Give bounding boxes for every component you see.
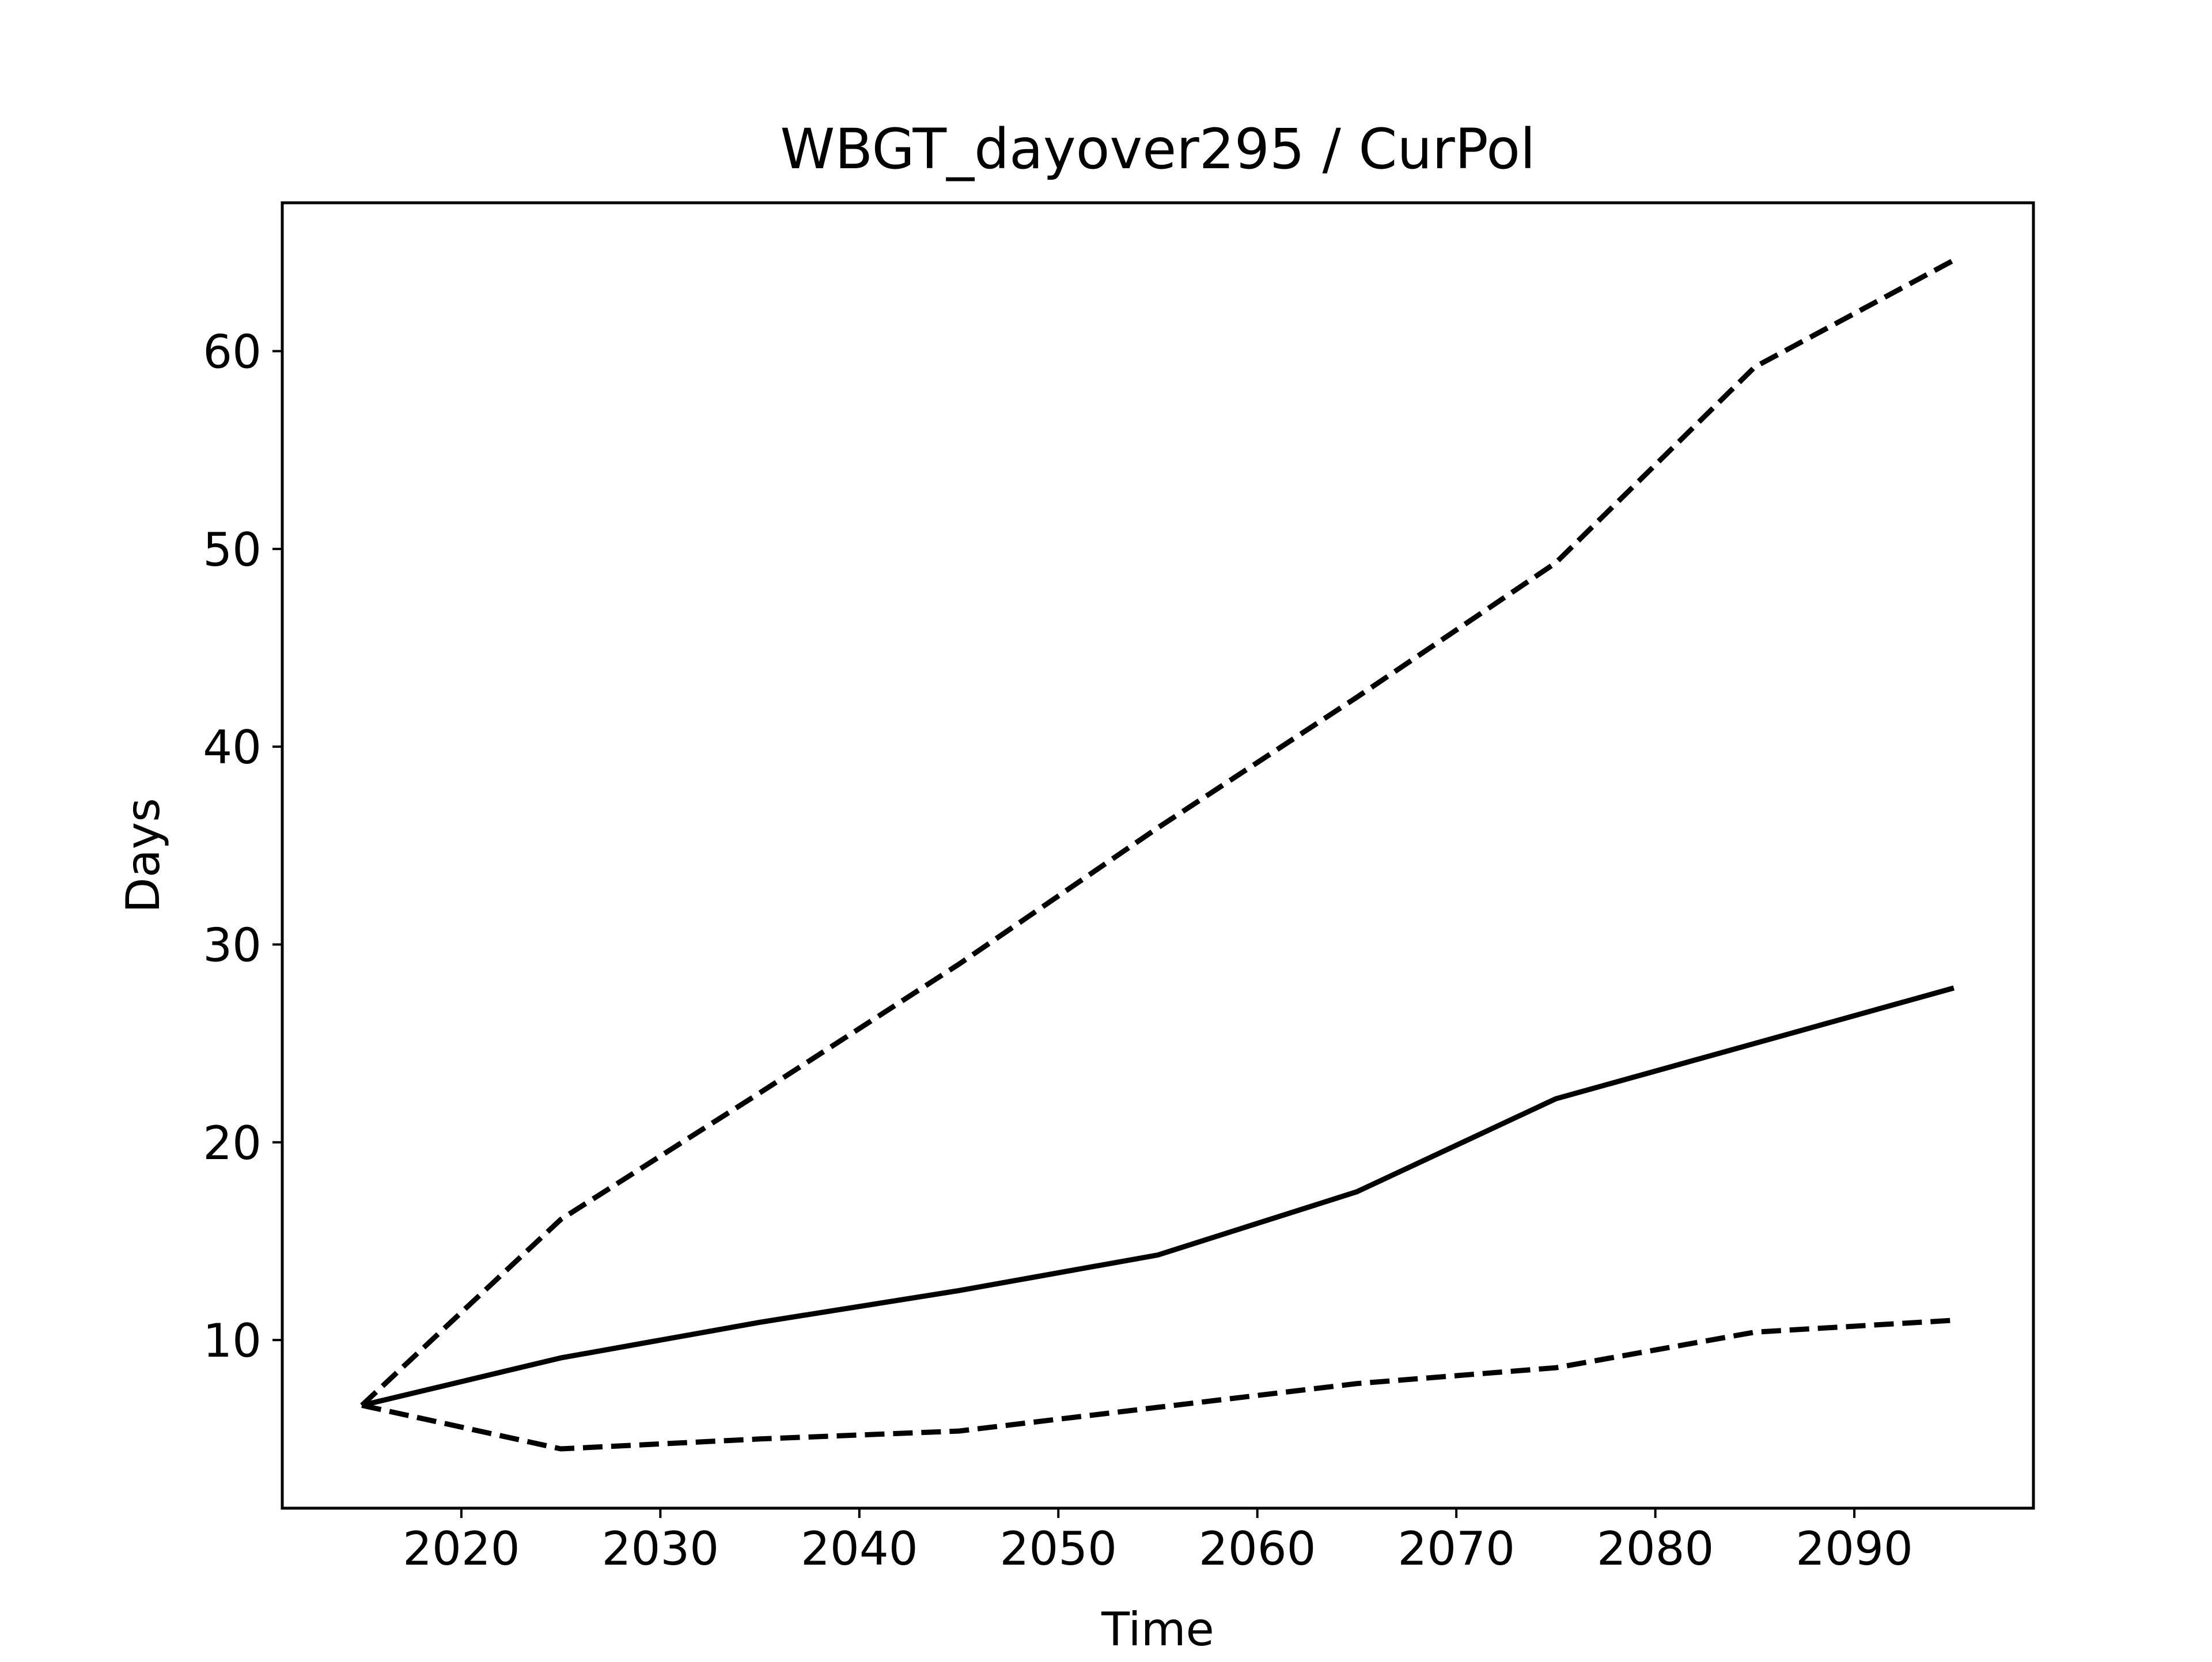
x-tick-label: 2080 bbox=[1597, 1522, 1714, 1576]
plot-frame bbox=[281, 201, 2035, 1510]
series-line-3 bbox=[361, 1318, 1955, 1452]
x-tick-label: 2020 bbox=[403, 1522, 520, 1576]
series-line-2 bbox=[360, 258, 1955, 1407]
x-tick-label: 2040 bbox=[801, 1522, 918, 1576]
y-tick-label: 30 bbox=[203, 919, 262, 972]
y-tick-label: 50 bbox=[203, 523, 262, 577]
y-axis: 10 20 30 40 50 60 bbox=[203, 325, 282, 1368]
y-tick-label: 10 bbox=[203, 1314, 262, 1368]
x-tick-label: 2070 bbox=[1397, 1522, 1515, 1576]
series-line-1 bbox=[361, 985, 1955, 1408]
chart-title: WBGT_dayover295 / CurPol bbox=[780, 117, 1535, 181]
x-axis: 2020 2030 2040 2050 2060 2070 2080 2090 bbox=[403, 1508, 1913, 1576]
y-tick-label: 20 bbox=[203, 1116, 262, 1170]
x-tick-label: 2090 bbox=[1796, 1522, 1913, 1576]
series-layer bbox=[360, 258, 1955, 1452]
x-axis-label: Time bbox=[1101, 1603, 1214, 1656]
x-tick-label: 2030 bbox=[602, 1522, 719, 1576]
y-axis-label: Days bbox=[116, 798, 170, 913]
y-tick-label: 40 bbox=[203, 721, 262, 774]
y-tick-label: 60 bbox=[203, 325, 262, 379]
x-tick-label: 2050 bbox=[999, 1522, 1117, 1576]
x-tick-label: 2060 bbox=[1199, 1522, 1316, 1576]
